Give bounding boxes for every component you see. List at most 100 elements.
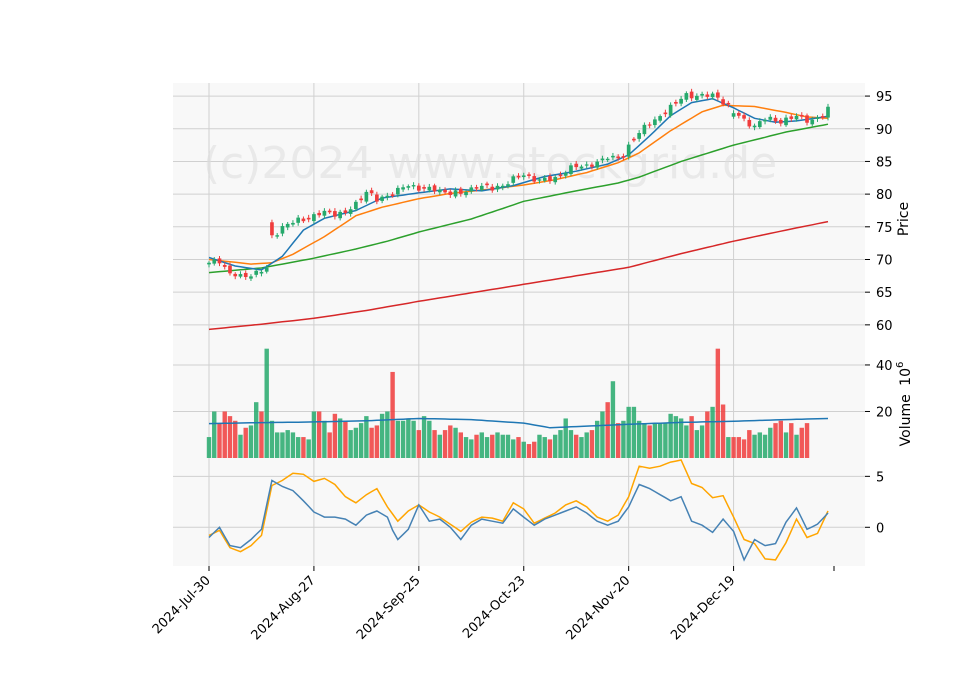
volume-bar: [799, 427, 804, 458]
y-tick-label: 75: [876, 221, 893, 236]
volume-bar: [222, 411, 227, 458]
volume-bar: [421, 416, 427, 458]
volume-bar: [316, 411, 322, 458]
candle-body: [306, 217, 311, 220]
volume-bar: [657, 423, 663, 458]
volume-bar: [516, 437, 521, 458]
volume-bar: [400, 420, 406, 458]
x-tick-label: 2024-Sep-25: [354, 573, 424, 643]
watermark: (c)2024 www.stockgrid.de: [203, 138, 777, 189]
volume-bar: [411, 420, 416, 458]
volume-bar: [295, 437, 301, 458]
candle-body: [212, 259, 217, 264]
candle-body: [799, 114, 804, 117]
volume-bar: [322, 420, 327, 458]
volume-bar: [458, 432, 463, 458]
candle-body: [317, 212, 321, 216]
candle-body: [810, 119, 815, 125]
candle-body: [757, 121, 762, 128]
volume-bar: [259, 411, 264, 458]
volume-bar: [511, 439, 516, 458]
candle-body: [789, 116, 794, 119]
volume-bar: [558, 430, 563, 458]
volume-bar: [710, 406, 715, 458]
candle-body: [805, 115, 809, 123]
candle-body: [778, 119, 783, 124]
candle-body: [768, 116, 773, 120]
candle-body: [243, 272, 248, 278]
y-tick-label: 5: [876, 470, 884, 485]
y-tick-label: 70: [876, 253, 893, 268]
volume-bars: [206, 348, 810, 458]
candle-body: [291, 222, 295, 225]
volume-bar: [442, 430, 448, 458]
candle-body: [380, 196, 384, 201]
candle-body: [422, 187, 426, 189]
candle-body: [826, 106, 830, 118]
volume-bar: [526, 444, 532, 458]
candle-body: [416, 185, 421, 191]
volume-bar: [678, 418, 684, 458]
candle-body: [296, 217, 301, 223]
volume-bar: [757, 432, 763, 458]
y-tick-label: 60: [876, 319, 893, 334]
candle-body: [653, 119, 657, 126]
volume-bar: [385, 411, 390, 458]
candle-body: [448, 191, 453, 196]
candle-body: [763, 119, 767, 122]
candle-body: [264, 267, 269, 272]
candle-body: [338, 211, 342, 219]
macd-axis: 05: [865, 470, 884, 536]
volume-bar: [463, 437, 469, 458]
candle-body: [815, 117, 820, 119]
candle-body: [590, 164, 594, 167]
candle-body: [254, 270, 259, 275]
sma50-line: [208, 123, 829, 274]
volume-bar: [332, 413, 338, 458]
volume-bar: [589, 430, 595, 458]
volume-bar: [747, 430, 752, 458]
volume-bar: [448, 425, 453, 458]
candle-body: [479, 185, 484, 190]
candle-body: [228, 265, 232, 274]
volume-bar: [474, 434, 479, 458]
candle-body: [275, 235, 280, 237]
volume-bar: [610, 381, 616, 458]
volume-bar: [537, 434, 542, 458]
candles: [207, 88, 830, 281]
y-tick-label: 65: [876, 286, 893, 301]
candle-body: [443, 189, 447, 193]
candle-body: [495, 185, 500, 190]
volume-bar: [479, 432, 484, 458]
candle-body: [553, 177, 558, 183]
candle-body: [637, 133, 641, 139]
x-tick-label: 2024-Dec-19: [668, 573, 738, 643]
candle-body: [464, 191, 468, 196]
volume-bar: [773, 423, 778, 458]
candle-body: [731, 113, 736, 117]
volume-bar: [469, 439, 474, 458]
candle-body: [490, 186, 495, 191]
volume-bar: [484, 437, 490, 458]
y-tick-label: 90: [876, 123, 893, 138]
signal-path: [208, 459, 829, 561]
volume-bar: [217, 423, 222, 458]
volume-bar: [264, 348, 269, 458]
volume-bar: [248, 425, 254, 458]
sma50-path: [208, 123, 829, 274]
volume-bar: [337, 418, 343, 458]
volume-bar: [768, 427, 773, 458]
candle-body: [794, 115, 799, 120]
volume-bar: [584, 432, 589, 458]
volume-bar: [579, 437, 584, 458]
y-tick-label: 40: [876, 359, 893, 374]
volume-bar: [568, 430, 574, 458]
sma200-path: [208, 220, 829, 331]
volume-bar: [673, 416, 679, 458]
volume-bar: [495, 432, 500, 458]
candle-body: [385, 195, 390, 198]
volume-bar: [364, 416, 369, 458]
candle-body: [616, 156, 621, 159]
candle-body: [574, 163, 579, 168]
candle-body: [705, 94, 710, 97]
